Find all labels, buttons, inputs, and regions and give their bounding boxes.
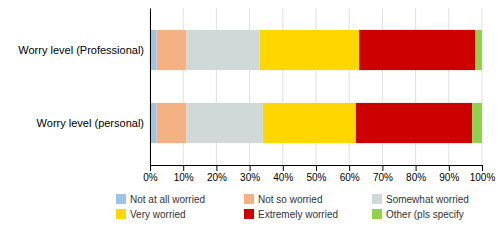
legend-label: Other (pls specify bbox=[386, 209, 464, 220]
legend-label: Not at all worried bbox=[130, 194, 205, 205]
x-tick-mark bbox=[316, 165, 317, 171]
bar-segment bbox=[475, 30, 482, 70]
x-tick: 0% bbox=[143, 165, 158, 183]
legend-label: Extremely worried bbox=[258, 209, 338, 220]
legend-item: Extremely worried bbox=[244, 209, 338, 220]
x-tick: 100% bbox=[470, 165, 496, 183]
x-tick: 10% bbox=[174, 165, 194, 183]
x-tick: 50% bbox=[306, 165, 326, 183]
bar-segment bbox=[157, 103, 187, 143]
x-axis: 0% 10% 20% 30% 40% 50% 60% 70% 80% 90% 100% bbox=[143, 165, 495, 183]
y-axis: Worry level (Professional) Worry level (p… bbox=[18, 9, 150, 166]
x-tick-label: 70% bbox=[373, 172, 393, 183]
x-tick-mark bbox=[349, 165, 350, 171]
x-tick: 60% bbox=[340, 165, 360, 183]
bar-segment bbox=[187, 103, 263, 143]
bar-segment bbox=[356, 103, 472, 143]
x-tick: 40% bbox=[273, 165, 293, 183]
legend-swatch bbox=[372, 194, 382, 204]
bars bbox=[150, 30, 482, 143]
x-tick-label: 40% bbox=[273, 172, 293, 183]
bar-segment bbox=[472, 103, 482, 143]
y-tick-label: Worry level (personal) bbox=[37, 117, 144, 129]
grid-line bbox=[150, 8, 151, 165]
y-tick-label: Worry level (Professional) bbox=[18, 44, 144, 56]
x-tick-label: 10% bbox=[174, 172, 194, 183]
bar-segment bbox=[359, 30, 475, 70]
x-tick-mark bbox=[382, 165, 383, 171]
x-tick-label: 60% bbox=[340, 172, 360, 183]
legend-item: Other (pls specify bbox=[372, 209, 464, 220]
bar-segment bbox=[263, 103, 356, 143]
legend-swatch bbox=[116, 209, 126, 219]
legend: Not at all worried Not so worried Somewhat… bbox=[116, 194, 469, 220]
grid bbox=[150, 8, 482, 165]
x-tick-mark bbox=[482, 165, 483, 171]
x-tick-mark bbox=[183, 165, 184, 171]
x-tick-label: 20% bbox=[207, 172, 227, 183]
y-axis-line bbox=[150, 9, 151, 166]
legend-label: Very worried bbox=[130, 209, 186, 220]
bar-segment bbox=[157, 30, 187, 70]
x-tick-label: 90% bbox=[439, 172, 459, 183]
x-tick-mark bbox=[416, 165, 417, 171]
legend-item: Not so worried bbox=[244, 194, 322, 205]
x-tick-label: 50% bbox=[306, 172, 326, 183]
y-tick: Worry level (Professional) bbox=[18, 44, 144, 56]
x-tick-mark bbox=[216, 165, 217, 171]
x-tick: 70% bbox=[373, 165, 393, 183]
chart: 0% 10% 20% 30% 40% 50% 60% 70% 80% 90% 100% Worry l… bbox=[0, 0, 500, 227]
legend-item: Very worried bbox=[116, 209, 186, 220]
x-tick-label: 80% bbox=[406, 172, 426, 183]
legend-swatch bbox=[244, 209, 254, 219]
bar-segment bbox=[260, 30, 360, 70]
legend-swatch bbox=[244, 194, 254, 204]
legend-swatch bbox=[372, 209, 382, 219]
x-tick: 20% bbox=[207, 165, 227, 183]
x-tick-label: 30% bbox=[240, 172, 260, 183]
x-tick-label: 0% bbox=[143, 172, 158, 183]
legend-item: Not at all worried bbox=[116, 194, 205, 205]
x-tick: 90% bbox=[439, 165, 459, 183]
bar-segment bbox=[187, 30, 260, 70]
x-tick-mark bbox=[150, 165, 151, 171]
x-tick-mark bbox=[250, 165, 251, 171]
legend-swatch bbox=[116, 194, 126, 204]
legend-label: Somewhat worried bbox=[386, 194, 469, 205]
x-tick-mark bbox=[449, 165, 450, 171]
legend-label: Not so worried bbox=[258, 194, 322, 205]
x-tick-mark bbox=[283, 165, 284, 171]
legend-item: Somewhat worried bbox=[372, 194, 469, 205]
x-tick: 80% bbox=[406, 165, 426, 183]
y-tick: Worry level (personal) bbox=[37, 117, 144, 129]
x-tick-label: 100% bbox=[470, 172, 496, 183]
x-tick: 30% bbox=[240, 165, 260, 183]
plot: 0% 10% 20% 30% 40% 50% 60% 70% 80% 90% 100% Worry l… bbox=[18, 8, 495, 183]
